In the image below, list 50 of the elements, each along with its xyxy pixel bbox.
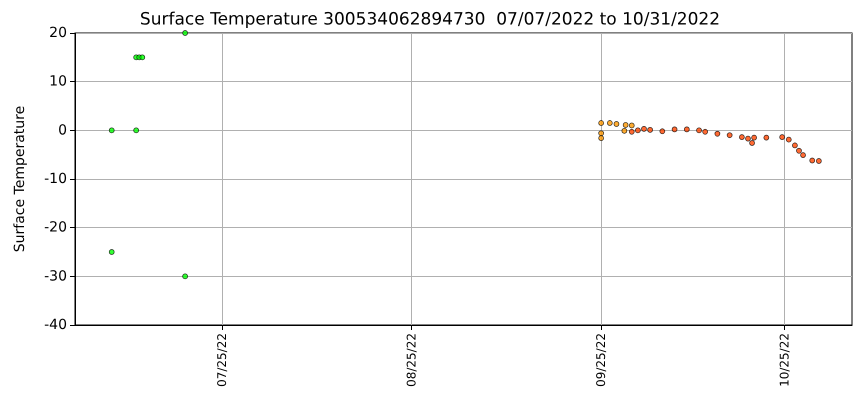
point bbox=[696, 127, 702, 134]
point bbox=[614, 121, 620, 127]
point bbox=[764, 134, 770, 140]
y-tick-label: -40 bbox=[44, 317, 67, 333]
x-tick-label: 08/25/22 bbox=[404, 333, 418, 387]
x-tick-label: 09/25/22 bbox=[594, 333, 608, 387]
point bbox=[635, 127, 641, 134]
point bbox=[108, 127, 115, 134]
point bbox=[779, 134, 785, 140]
point bbox=[598, 130, 604, 136]
point bbox=[182, 273, 188, 280]
point bbox=[659, 128, 666, 134]
point bbox=[182, 30, 188, 36]
y-tick-label: -30 bbox=[44, 268, 67, 284]
point bbox=[684, 126, 690, 132]
point bbox=[139, 54, 146, 60]
point bbox=[816, 158, 822, 164]
chart-title: Surface Temperature 300534062894730 07/07/2022 to 10/31/2022 bbox=[140, 10, 720, 30]
point bbox=[628, 128, 635, 135]
point bbox=[622, 122, 628, 128]
point bbox=[726, 132, 732, 138]
point bbox=[647, 127, 653, 133]
point bbox=[108, 249, 115, 255]
point bbox=[714, 130, 720, 137]
y-tick-label: -10 bbox=[44, 171, 67, 187]
point bbox=[628, 122, 635, 128]
y-axis-title: Surface Temperature bbox=[12, 106, 28, 252]
point bbox=[745, 136, 751, 142]
point bbox=[749, 140, 755, 146]
point bbox=[809, 158, 816, 164]
point bbox=[792, 142, 798, 148]
y-tick-label: 10 bbox=[49, 74, 67, 90]
point bbox=[739, 134, 745, 140]
y-tick-label: 20 bbox=[49, 25, 67, 41]
point bbox=[702, 128, 708, 135]
point bbox=[598, 120, 604, 126]
x-tick-label: 10/25/22 bbox=[778, 333, 792, 387]
point bbox=[598, 135, 604, 141]
point bbox=[786, 136, 792, 142]
x-tick-label: 07/25/22 bbox=[214, 333, 229, 387]
y-tick-label: 0 bbox=[58, 122, 67, 138]
point bbox=[800, 152, 806, 158]
point bbox=[606, 120, 613, 126]
point bbox=[622, 128, 628, 134]
point bbox=[751, 134, 757, 140]
y-tick-label: -20 bbox=[44, 220, 67, 236]
point bbox=[133, 127, 140, 134]
point bbox=[796, 148, 802, 154]
point bbox=[641, 126, 647, 132]
point bbox=[672, 126, 678, 132]
